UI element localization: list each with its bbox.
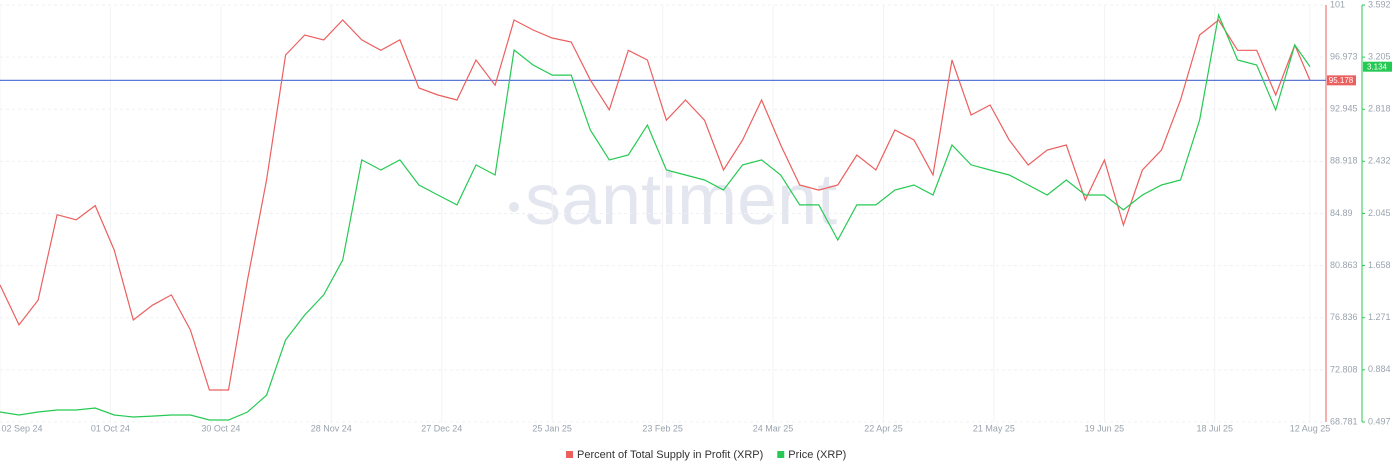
y-tick-label: 96.973 (1330, 51, 1358, 61)
y-tick-label: 84.89 (1330, 208, 1353, 218)
y-tick-label: 72.808 (1330, 364, 1358, 374)
x-tick-label: 25 Jan 25 (532, 423, 572, 433)
legend-text: Price (XRP) (788, 449, 846, 461)
x-tick-label: 30 Oct 24 (201, 423, 240, 433)
y2-tick-label: 3.592 (1368, 0, 1391, 9)
x-tick-label: 19 Jun 25 (1085, 423, 1125, 433)
x-tick-label: 22 Apr 25 (864, 423, 903, 433)
x-tick-label: 23 Feb 25 (642, 423, 683, 433)
y2-tick-label: 2.818 (1368, 104, 1391, 114)
watermark-dot (509, 202, 519, 212)
x-tick-label: 18 Jul 25 (1197, 423, 1234, 433)
legend-swatch (566, 451, 573, 458)
x-tick-label: 01 Oct 24 (91, 423, 130, 433)
last-value-badge (1327, 75, 1356, 86)
y2-tick-label: 0.497 (1368, 416, 1391, 426)
y-tick-label: 92.945 (1330, 104, 1358, 114)
y2-tick-label: 0.884 (1368, 364, 1391, 374)
legend-text: Percent of Total Supply in Profit (XRP) (577, 449, 763, 461)
y-tick-label: 76.836 (1330, 312, 1358, 322)
x-tick-label: 28 Nov 24 (311, 423, 352, 433)
y-tick-label: 68.781 (1330, 416, 1358, 426)
watermark: santiment (525, 160, 837, 240)
last-value-badge (1363, 61, 1392, 72)
x-tick-label: 12 Aug 25 (1290, 423, 1331, 433)
x-tick-label: 02 Sep 24 (1, 423, 42, 433)
y-tick-label: 101 (1330, 0, 1345, 9)
y2-tick-label: 2.432 (1368, 156, 1391, 166)
last-value-label: 3.134 (1367, 62, 1388, 71)
last-value-label: 95.178 (1329, 76, 1354, 85)
series-line (0, 12, 1311, 421)
y2-tick-label: 2.045 (1368, 208, 1391, 218)
y2-tick-label: 1.271 (1368, 312, 1391, 322)
x-tick-label: 27 Dec 24 (421, 423, 462, 433)
y-tick-label: 88.918 (1330, 156, 1358, 166)
y2-tick-label: 3.205 (1368, 52, 1391, 62)
legend-swatch (777, 451, 785, 458)
x-tick-label: 24 Mar 25 (753, 423, 794, 433)
series-line (0, 19, 1311, 391)
y2-tick-label: 1.658 (1368, 260, 1391, 270)
x-tick-label: 21 May 25 (973, 423, 1015, 433)
y-tick-label: 80.863 (1330, 260, 1358, 270)
